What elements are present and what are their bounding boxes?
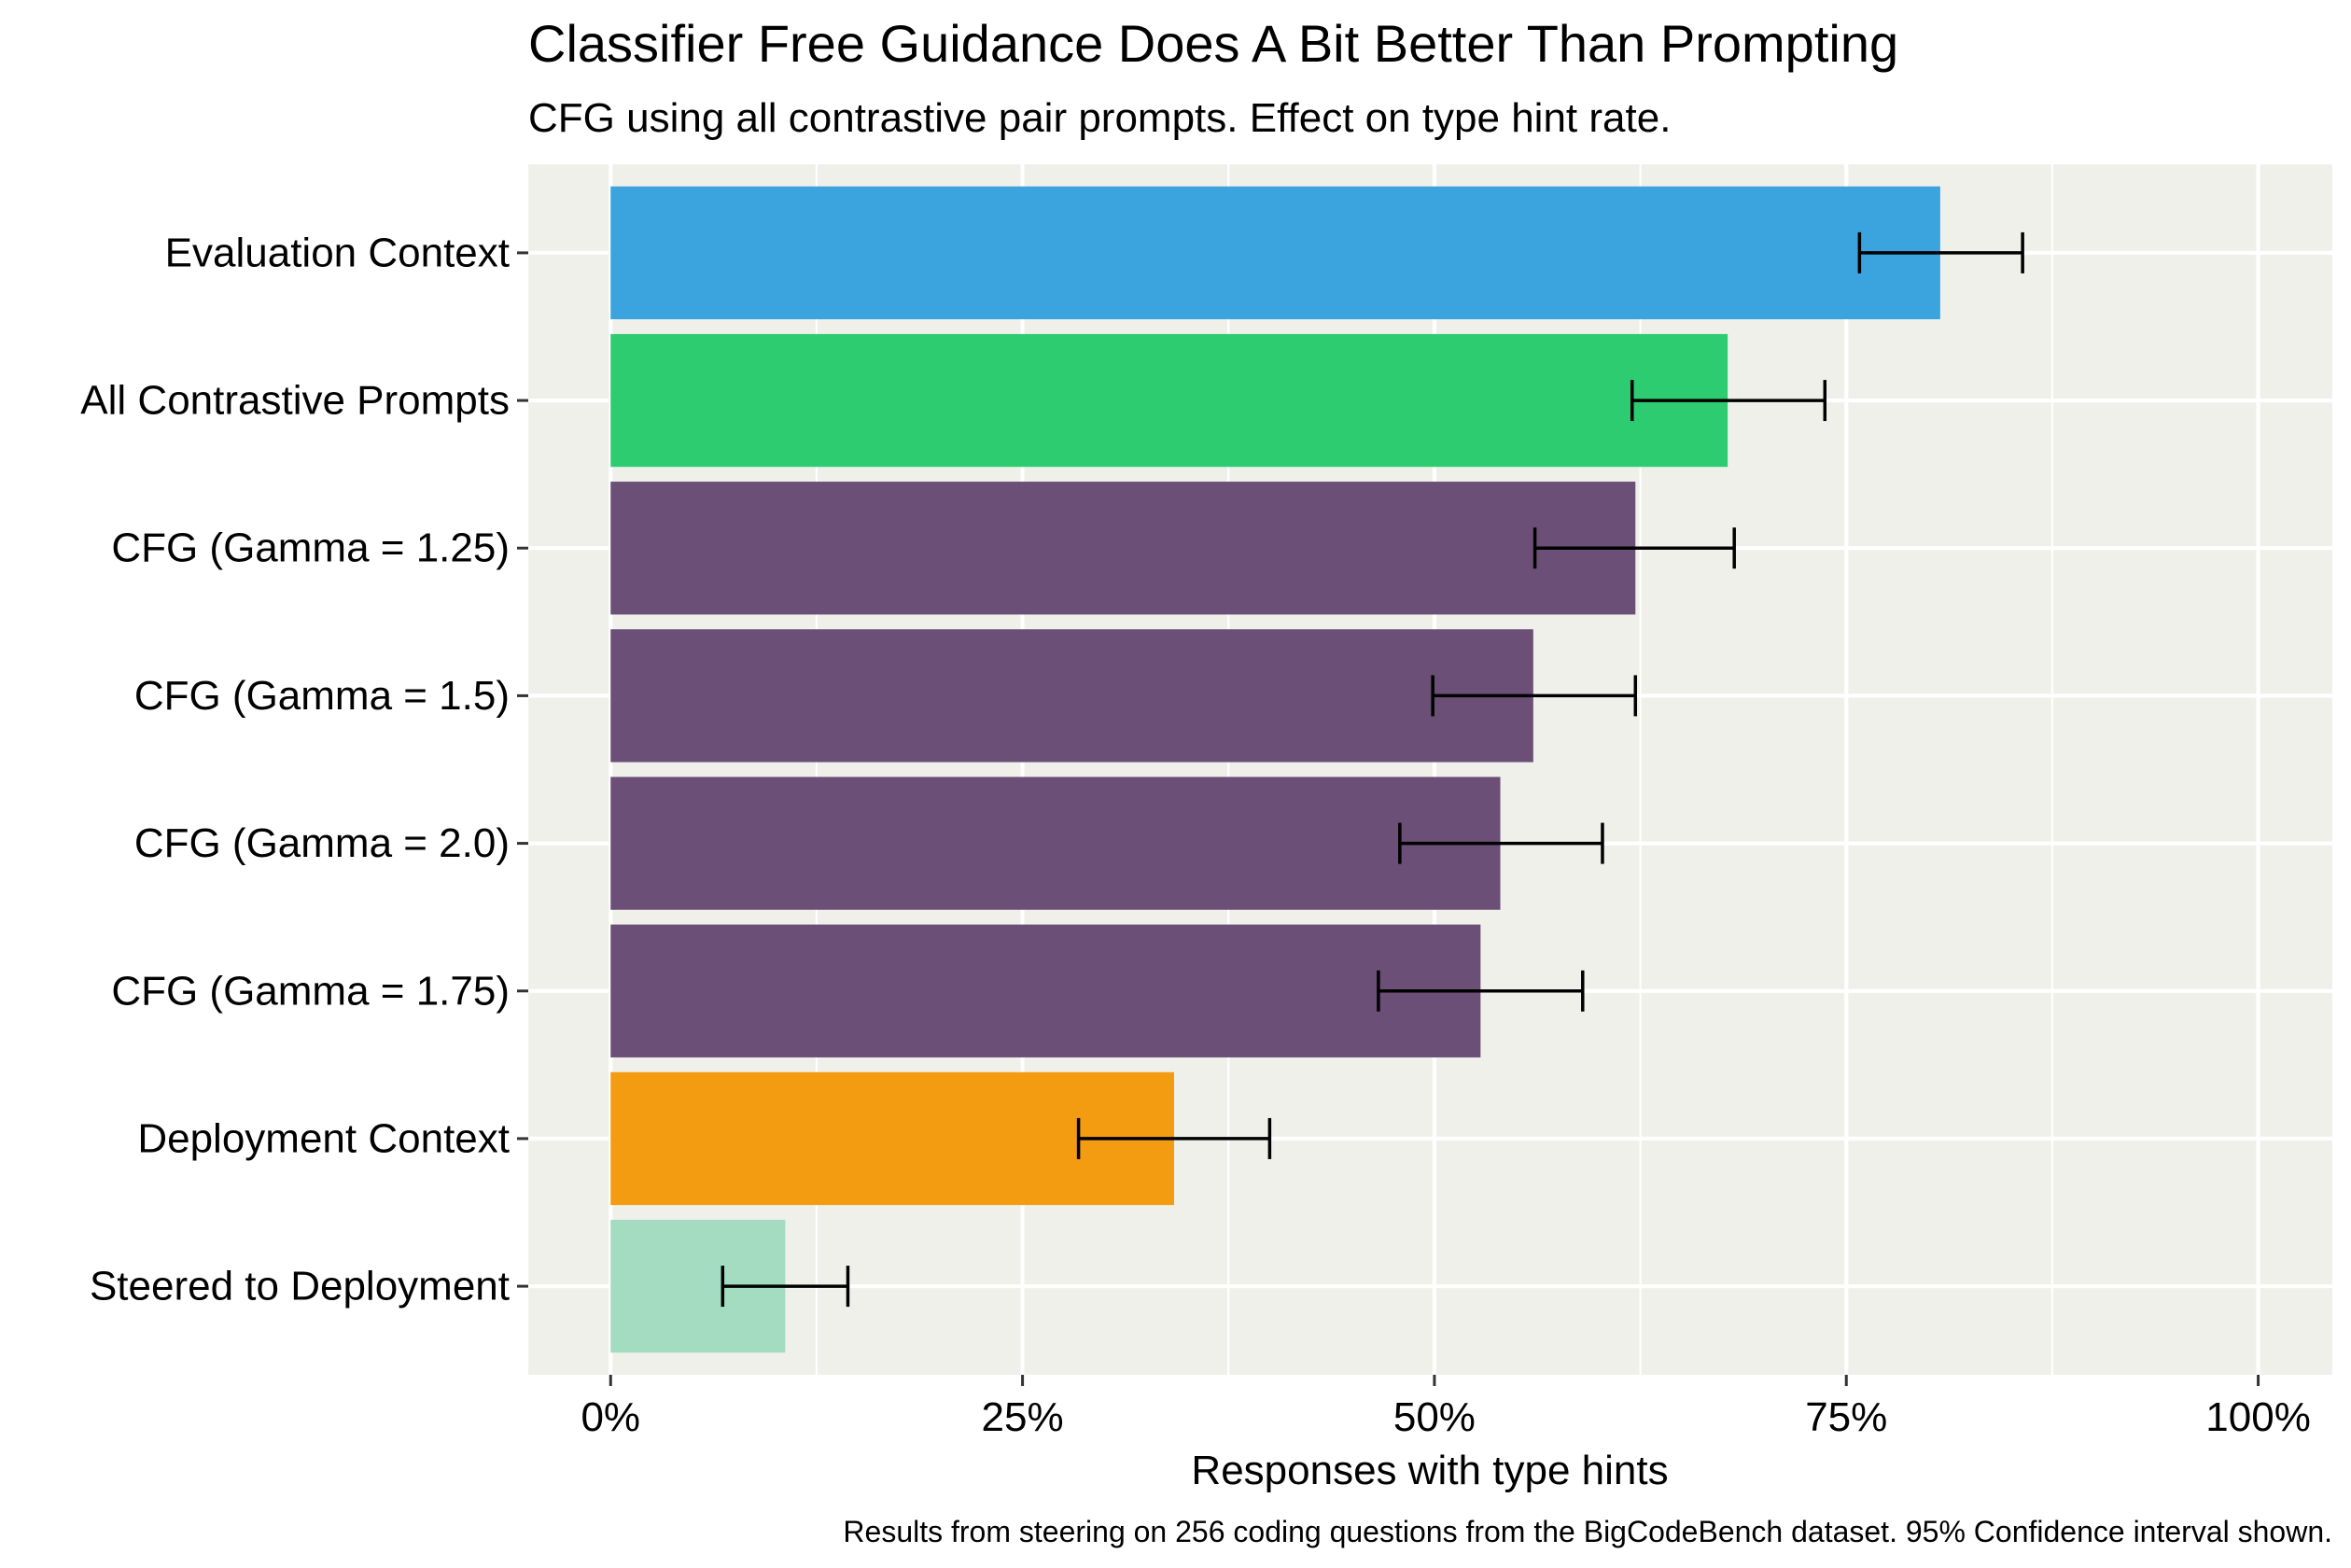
- error-bar: [1857, 231, 2024, 273]
- chart-title: Classifier Free Guidance Does A Bit Bett…: [528, 14, 1898, 73]
- x-tick-label: 75%: [1805, 1394, 1887, 1440]
- bars: [610, 186, 1940, 1353]
- bar: [610, 629, 1533, 763]
- bar: [610, 777, 1501, 910]
- x-tick-label: 25%: [982, 1394, 1064, 1440]
- x-axis: 0% 25% 50% 75% 100%: [581, 1375, 2311, 1440]
- y-tick-label: CFG (Gamma = 1.75): [111, 968, 510, 1014]
- y-tick-label: All Contrastive Prompts: [80, 378, 510, 424]
- x-tick-label: 0%: [581, 1394, 640, 1440]
- chart-caption: Results from steering on 256 coding ques…: [843, 1515, 2332, 1548]
- x-axis-title: Responses with type hints: [1191, 1448, 1668, 1493]
- chart-subtitle: CFG using all contrastive pair prompts. …: [528, 95, 1671, 141]
- error-bar: [1398, 822, 1604, 864]
- x-tick-label: 50%: [1393, 1394, 1476, 1440]
- y-tick-label: Evaluation Context: [165, 230, 510, 275]
- y-tick-label: CFG (Gamma = 2.0): [134, 820, 510, 866]
- bar: [610, 186, 1940, 320]
- error-bar: [1377, 970, 1585, 1012]
- y-tick-label: Steered to Deployment: [90, 1264, 510, 1309]
- error-bar: [721, 1266, 850, 1308]
- y-tick-label: CFG (Gamma = 1.25): [111, 525, 510, 571]
- bar: [610, 924, 1481, 1057]
- error-bars: [721, 231, 2024, 1308]
- y-tick-label: CFG (Gamma = 1.5): [134, 673, 510, 719]
- error-bar: [1076, 1117, 1272, 1159]
- x-tick-label: 100%: [2205, 1394, 2311, 1440]
- error-bar: [1532, 527, 1736, 569]
- error-bar: [1630, 380, 1827, 422]
- error-bar: [1431, 675, 1638, 717]
- bar: [610, 482, 1636, 615]
- bar: [610, 333, 1728, 468]
- y-axis: Evaluation Context All Contrastive Prompt…: [80, 230, 528, 1309]
- y-tick-label: Deployment Context: [137, 1115, 510, 1161]
